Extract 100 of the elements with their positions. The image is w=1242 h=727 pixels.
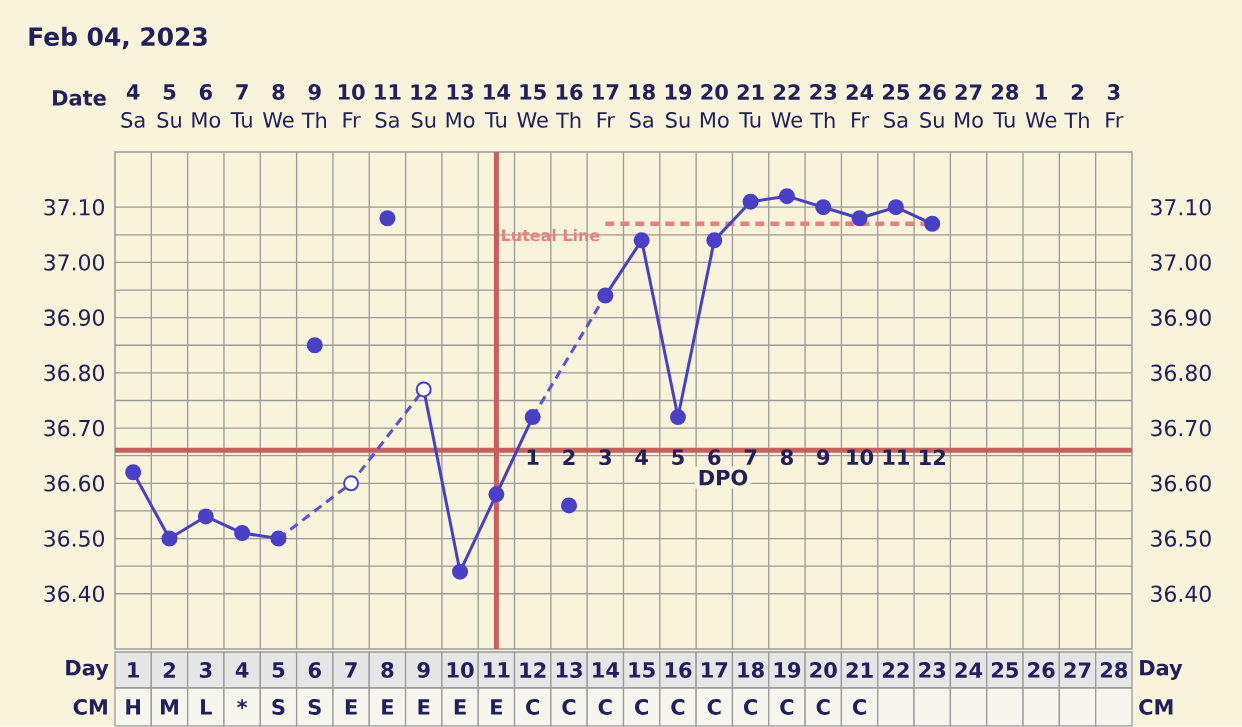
annotation: DPO <box>699 469 748 486</box>
x-tick-label: 6 <box>308 662 321 679</box>
x-tick-label: 25 <box>991 662 1018 679</box>
text: Tu <box>230 112 252 128</box>
text: Su <box>411 112 436 129</box>
x-tick-label: 8 <box>381 662 394 679</box>
y-tick-label: 36.50 <box>44 530 105 548</box>
y2-tick-label: 37.10 <box>1151 199 1211 216</box>
y-tick-label: 36.40 <box>44 585 105 603</box>
chart-title: Feb 04, 2023 <box>29 26 207 50</box>
text: Tu <box>739 112 761 128</box>
text: 5 <box>163 84 176 100</box>
text: C <box>816 699 830 716</box>
x-tick-label: 16 <box>665 662 692 679</box>
x-tick-label: 12 <box>520 662 546 678</box>
text: C <box>526 699 540 716</box>
text: Th <box>1064 112 1089 129</box>
text: L <box>201 699 212 715</box>
text: 18 <box>629 84 655 101</box>
text: CM <box>1139 699 1173 716</box>
annotation: 7 <box>744 449 757 465</box>
text: Mo <box>700 112 729 128</box>
text: Mo <box>192 112 221 128</box>
y2-tick-label: 37.00 <box>1151 254 1211 271</box>
x-tick-label: 13 <box>556 662 582 679</box>
text: 11 <box>375 84 401 100</box>
text: 20 <box>701 84 728 101</box>
text: Th <box>810 112 835 129</box>
text: C <box>562 699 576 716</box>
text: 21 <box>737 84 764 100</box>
text: 7 <box>236 84 248 100</box>
text: 10 <box>338 84 365 101</box>
y2-tick-label: 36.70 <box>1151 419 1211 437</box>
annotation: 5 <box>672 449 684 466</box>
text: E <box>418 699 430 715</box>
text: Su <box>920 112 944 129</box>
text: C <box>743 699 757 716</box>
text: 4 <box>126 84 140 100</box>
y-tick-label: 36.80 <box>44 364 105 382</box>
text: E <box>345 699 357 715</box>
text: E <box>454 699 466 715</box>
text: 12 <box>411 84 437 100</box>
x-tick-label: 23 <box>919 662 946 679</box>
text: Th <box>555 112 581 129</box>
text: 22 <box>774 84 800 100</box>
x-tick-label: 11 <box>484 662 510 678</box>
text: We <box>1025 112 1057 128</box>
text: C <box>780 699 794 716</box>
y2-tick-label: 36.50 <box>1151 530 1211 548</box>
y-tick-label: 37.10 <box>44 199 105 216</box>
text: C <box>707 699 721 716</box>
text: Sa <box>884 112 908 129</box>
text: Sa <box>375 112 399 129</box>
text: CM <box>73 699 107 716</box>
annotation: 11 <box>883 449 910 465</box>
text: C <box>671 699 685 716</box>
text: 17 <box>593 84 619 100</box>
text: 28 <box>991 84 1019 101</box>
text: Date <box>53 90 106 106</box>
y2-tick-label: 36.40 <box>1151 585 1211 603</box>
text: 1 <box>1036 84 1048 100</box>
y2-tick-label: 36.90 <box>1151 309 1211 327</box>
text: We <box>517 112 548 128</box>
x-tick-label: 18 <box>738 662 764 679</box>
text: Day <box>1140 660 1183 681</box>
text: Fr <box>852 112 870 128</box>
text: Fr <box>597 112 615 128</box>
x-axis-title: Day <box>66 660 109 681</box>
text: 16 <box>556 84 583 101</box>
text: C <box>598 699 612 716</box>
text: Fr <box>343 112 361 128</box>
text: 9 <box>308 84 321 101</box>
text: H <box>126 699 140 715</box>
x-tick-label: 4 <box>235 662 249 678</box>
text: Sa <box>121 112 145 129</box>
x-tick-label: 27 <box>1064 662 1091 678</box>
text: 14 <box>484 84 510 100</box>
annotation: 2 <box>563 449 575 466</box>
text: 2 <box>1071 84 1083 100</box>
text: We <box>771 112 803 128</box>
annotation: 3 <box>599 449 611 466</box>
text: 27 <box>955 84 982 100</box>
text: 8 <box>272 84 285 101</box>
annotation: 9 <box>817 449 830 466</box>
text: S <box>272 699 285 716</box>
text: Fr <box>1106 112 1124 128</box>
text: 13 <box>447 84 473 101</box>
text: 25 <box>883 84 909 101</box>
text: C <box>635 699 648 716</box>
text: E <box>382 699 394 715</box>
x-tick-label: 26 <box>1028 662 1055 679</box>
text: * <box>237 699 248 710</box>
x-tick-label: 2 <box>163 662 175 678</box>
text: Su <box>157 112 181 129</box>
y2-tick-label: 36.60 <box>1151 475 1211 492</box>
x-tick-label: 3 <box>199 662 212 679</box>
text: 3 <box>1107 84 1120 101</box>
text: Su <box>666 112 690 129</box>
text: Tu <box>484 112 506 128</box>
x-tick-label: 21 <box>846 662 873 678</box>
